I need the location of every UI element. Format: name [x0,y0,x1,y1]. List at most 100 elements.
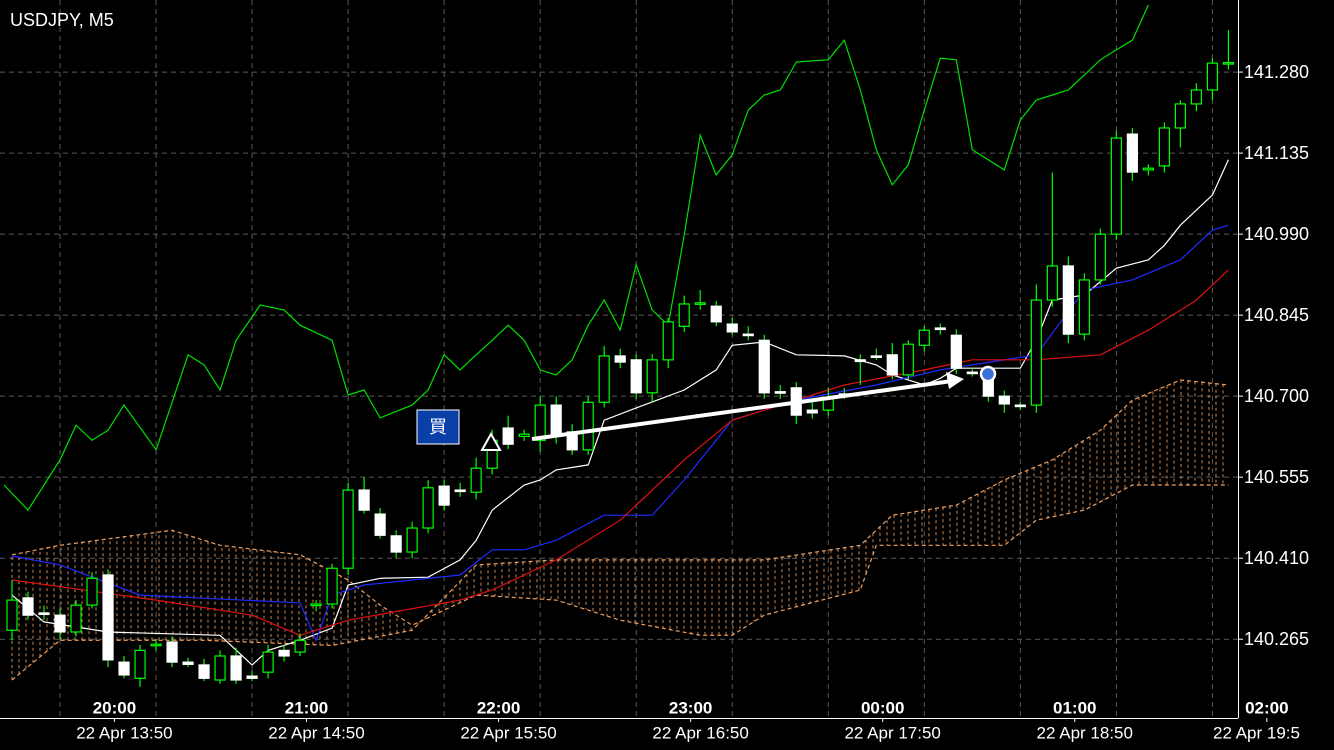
candle-body [1062,265,1074,335]
trade-arrow [531,379,953,441]
candle-body [982,379,994,397]
candle-body [246,675,258,679]
candle-body [502,427,514,445]
y-tick-label: 140.700 [1244,386,1309,406]
candle-body [726,323,738,333]
candle-body [902,343,914,376]
candle-body [470,467,482,493]
y-tick-label: 141.135 [1244,143,1309,163]
candle-body [326,567,338,605]
indicator-line [3,4,1149,512]
trade-arrow-head [946,372,964,389]
candle-body [1222,61,1234,65]
y-tick-label: 140.845 [1244,305,1309,325]
candle-body [550,404,562,436]
candle-body [438,485,450,506]
candle-body [1126,133,1138,173]
candles [6,30,1234,687]
candle-body [86,577,98,606]
candle-body [278,649,290,657]
candle-body [1046,265,1058,301]
candle-body [1142,167,1154,171]
candle-body [934,327,946,331]
candle-body [1030,299,1042,406]
candle-body [374,513,386,536]
candle-body [886,354,898,376]
trade-markers: 買 [416,365,997,451]
x-tick-label: 00:00 [861,698,904,717]
candle-body [758,339,770,394]
y-tick-label: 140.990 [1244,224,1309,244]
candle-body [646,359,658,394]
candle-body [358,489,370,511]
candle-body [214,655,226,681]
candle-body [966,371,978,375]
buy-label-box [416,409,460,445]
indicator-line [11,224,1229,642]
grid [0,0,1238,718]
candle-body [198,664,210,679]
candle-body [102,574,114,661]
candle-body [854,359,866,363]
candle-body [598,355,610,403]
candle-body [710,305,722,323]
candle-body [1174,103,1186,129]
candle-body [1158,127,1170,167]
x-tick-label: 22:00 [477,698,520,717]
axes: 141.280 141.135 140.990 140.845 140.700 140.5… [76,62,1309,743]
candle-body [1206,62,1218,91]
candle-body [294,639,306,653]
candle-body [1014,404,1026,408]
candle-body [582,401,594,451]
candle-body [342,489,354,569]
candle-body [38,612,50,616]
candle-body [614,355,626,363]
y-tick-label: 141.280 [1244,62,1309,82]
exit-circle [979,365,997,383]
indicator-line [11,269,1229,636]
y-tick-label: 140.265 [1244,629,1309,649]
candle-body [678,303,690,327]
candle-body [262,651,274,673]
candle-body [406,527,418,553]
candle-body [310,603,322,607]
chart-title: USDJPY, M5 [10,10,114,30]
cloud-span-b [11,484,1229,636]
candle-body [774,391,786,394]
x-tick-label-local: 22 Apr 13:50 [76,723,172,742]
x-tick-label: 20:00 [93,698,136,717]
x-tick-label-local: 22 Apr 18:50 [1037,723,1133,742]
candle-body [694,302,706,305]
x-tick-label-local: 22 Apr 19:5 [1213,723,1300,742]
candle-body [166,641,178,663]
x-tick-label: 21:00 [285,698,328,717]
candle-body [182,661,194,665]
candle-body [230,655,242,681]
x-tick-label: 23:00 [669,698,712,717]
candle-body [422,487,434,529]
cloud-span-a [11,379,1229,681]
x-tick-label-local: 22 Apr 17:50 [844,723,940,742]
x-tick-label-local: 22 Apr 15:50 [460,723,556,742]
candle-body [742,333,754,337]
candle-body [630,359,642,394]
x-tick-label-local: 22 Apr 14:50 [268,723,364,742]
candle-body [70,604,82,633]
candle-body [118,661,130,676]
candle-body [6,599,18,631]
buy-label: 買 [429,417,447,437]
candle-body [1094,233,1106,281]
candle-body [518,433,530,437]
candle-body [390,535,402,553]
x-tick-label: 02:00 [1245,698,1288,717]
candle-body [134,649,146,679]
candle-body [918,329,930,346]
candle-body [870,355,882,359]
candle-body [806,409,818,414]
candle-body [22,597,34,616]
candle-body [998,395,1010,405]
y-tick-label: 140.555 [1244,467,1309,487]
